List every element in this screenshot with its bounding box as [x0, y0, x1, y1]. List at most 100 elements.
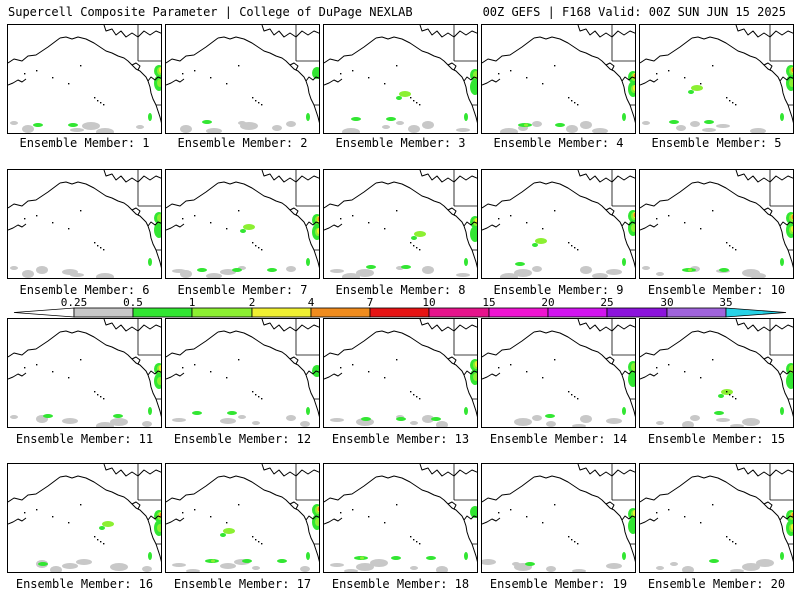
- island: [526, 516, 528, 518]
- scp-field: [555, 123, 565, 127]
- island: [238, 65, 240, 67]
- scp-field: [277, 559, 287, 563]
- island: [726, 97, 728, 99]
- island: [410, 536, 412, 538]
- scp-field: [232, 268, 242, 272]
- scp-field: [386, 117, 396, 121]
- colorbar-tick-label: 0.5: [123, 296, 143, 309]
- scp-field: [622, 113, 626, 121]
- coastline: [59, 475, 161, 563]
- island: [732, 247, 734, 249]
- scp-field: [22, 270, 34, 278]
- coastline: [147, 370, 161, 376]
- scp-field: [223, 528, 235, 534]
- island: [182, 218, 184, 220]
- coastline: [8, 331, 61, 358]
- coastline: [289, 207, 299, 216]
- scp-field: [10, 121, 18, 125]
- scp-field: [242, 559, 252, 563]
- island: [726, 536, 728, 538]
- island: [712, 504, 714, 506]
- coastline: [463, 76, 477, 82]
- map-canvas: [8, 170, 161, 278]
- island: [396, 210, 398, 212]
- island: [574, 541, 576, 543]
- scp-field: [690, 121, 700, 127]
- island: [52, 516, 54, 518]
- coastline: [419, 170, 477, 183]
- scp-field: [786, 373, 793, 389]
- island: [726, 242, 728, 244]
- island: [24, 218, 26, 220]
- colorbar-segment: [251, 307, 312, 318]
- colorbar-segment: [606, 307, 668, 318]
- ensemble-member-label: Ensemble Member: 12: [173, 432, 312, 446]
- island: [413, 394, 415, 396]
- coastline: [621, 515, 635, 521]
- colorbar-segment: [666, 307, 727, 318]
- island: [396, 504, 398, 506]
- run-valid-time: 00Z GEFS | F168 Valid: 00Z SUN JUN 15 20…: [482, 5, 786, 19]
- scp-field: [306, 552, 310, 560]
- scp-field: [716, 418, 730, 422]
- island: [526, 222, 528, 224]
- scp-field: [317, 228, 319, 234]
- colorbar-tick-label: 4: [307, 296, 315, 309]
- coastline: [779, 515, 793, 521]
- scp-field: [148, 258, 152, 266]
- island: [554, 504, 556, 506]
- coastline: [533, 330, 635, 418]
- coastline: [166, 78, 185, 86]
- island: [571, 394, 573, 396]
- coastline: [103, 464, 161, 477]
- scp-field: [68, 123, 78, 127]
- scp-field: [38, 562, 48, 566]
- scp-field: [399, 91, 411, 97]
- island: [510, 215, 512, 217]
- coastline: [324, 372, 343, 380]
- scp-field: [756, 559, 774, 567]
- coastline: [735, 170, 793, 183]
- scp-field: [192, 411, 202, 415]
- scp-field: [211, 559, 215, 563]
- scp-field: [436, 421, 448, 427]
- ensemble-map-panel: [639, 24, 794, 134]
- scp-field: [789, 79, 793, 87]
- coastline: [577, 25, 635, 38]
- scp-field: [470, 226, 477, 242]
- scp-field: [572, 424, 586, 427]
- ensemble-member-label: Ensemble Member: 19: [489, 577, 628, 591]
- coastline: [324, 331, 377, 358]
- map-canvas: [640, 319, 793, 427]
- island: [574, 102, 576, 104]
- coastline: [166, 223, 185, 231]
- ensemble-map-panel: [481, 169, 636, 279]
- island: [194, 364, 196, 366]
- island: [103, 249, 105, 251]
- ensemble-member-label: Ensemble Member: 1: [19, 136, 150, 150]
- coastline: [482, 78, 501, 86]
- island: [226, 522, 228, 524]
- scp-field: [306, 407, 310, 415]
- scp-field: [690, 415, 700, 421]
- island: [413, 245, 415, 247]
- colorbar-tick-label: 25: [600, 296, 614, 309]
- island: [255, 539, 257, 541]
- island: [368, 371, 370, 373]
- island: [712, 65, 714, 67]
- island: [194, 70, 196, 72]
- scp-field: [422, 415, 434, 423]
- scp-field: [656, 421, 664, 425]
- island: [94, 242, 96, 244]
- coastline: [217, 330, 319, 418]
- scp-field: [456, 273, 470, 277]
- island: [735, 104, 737, 106]
- map-canvas: [324, 319, 477, 427]
- island: [729, 100, 731, 102]
- island: [384, 83, 386, 85]
- coastline: [463, 370, 477, 376]
- island: [68, 228, 70, 230]
- scp-field: [391, 556, 401, 560]
- map-canvas: [482, 319, 635, 427]
- map-canvas: [324, 170, 477, 278]
